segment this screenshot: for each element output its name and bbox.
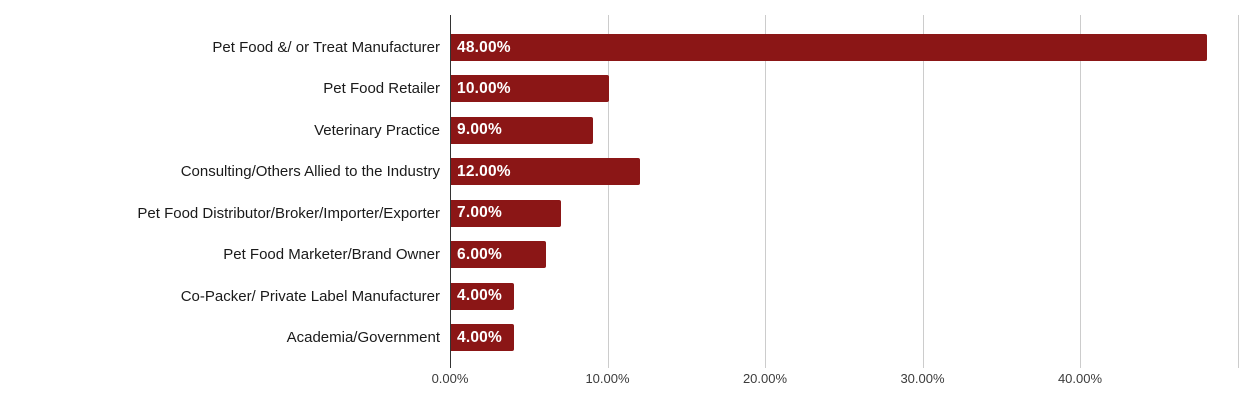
x-axis-tick-labels: 0.00% 10.00% 20.00% 30.00% 40.00% <box>432 371 1257 391</box>
bar: 6.00% <box>451 241 546 269</box>
category-label: Pet Food &/ or Treat Manufacturer <box>212 39 440 56</box>
x-tick-label: 30.00% <box>900 371 945 386</box>
bar: 4.00% <box>451 282 514 310</box>
bar-value-label: 48.00% <box>457 38 511 56</box>
bar: 12.00% <box>451 158 640 186</box>
bar: 10.00% <box>451 75 609 103</box>
bar-row: Academia/Government 4.00% <box>0 324 1257 351</box>
category-label: Pet Food Retailer <box>323 80 440 98</box>
bar: 48.00% <box>451 34 1207 61</box>
category-label: Veterinary Practice <box>314 121 440 139</box>
gridline <box>1080 15 1081 368</box>
bar-value-label: 4.00% <box>457 287 502 305</box>
bar-row: Pet Food &/ or Treat Manufacturer 48.00% <box>0 34 1257 61</box>
x-tick-label: 0.00% <box>431 371 469 386</box>
bar: 4.00% <box>451 324 514 351</box>
plot-area <box>450 15 1257 368</box>
bar-row: Pet Food Marketer/Brand Owner 6.00% <box>0 241 1257 269</box>
gridline <box>765 15 766 368</box>
bar-value-label: 6.00% <box>457 245 502 263</box>
category-label: Pet Food Distributor/Broker/Importer/Exp… <box>137 204 440 222</box>
bar-row: Pet Food Distributor/Broker/Importer/Exp… <box>0 199 1257 227</box>
bar-row: Consulting/Others Allied to the Industry… <box>0 158 1257 186</box>
gridline <box>1237 15 1239 368</box>
bar-value-label: 10.00% <box>457 79 511 97</box>
x-tick-label: 20.00% <box>742 371 788 386</box>
bar-row: Co-Packer/ Private Label Manufacturer 4.0… <box>0 282 1257 310</box>
bar-value-label: 12.00% <box>457 162 511 180</box>
bar: 7.00% <box>451 199 562 227</box>
gridline <box>607 15 609 368</box>
category-label: Consulting/Others Allied to the Industry <box>180 163 440 181</box>
bar-value-label: 9.00% <box>457 121 502 139</box>
bar-value-label: 7.00% <box>457 204 502 222</box>
bar-row: Veterinary Practice 9.00% <box>0 116 1257 144</box>
x-tick-label: 10.00% <box>585 371 630 386</box>
gridline <box>922 15 924 368</box>
category-label: Academia/Government <box>286 329 440 346</box>
y-axis-line <box>450 15 451 368</box>
category-label: Pet Food Marketer/Brand Owner <box>223 246 440 264</box>
x-tick-label: 40.00% <box>1057 371 1103 386</box>
bar-row: Pet Food Retailer 10.00% <box>0 75 1257 103</box>
category-label: Co-Packer/ Private Label Manufacturer <box>180 287 440 305</box>
bar: 9.00% <box>451 116 593 144</box>
bar-value-label: 4.00% <box>457 328 502 346</box>
